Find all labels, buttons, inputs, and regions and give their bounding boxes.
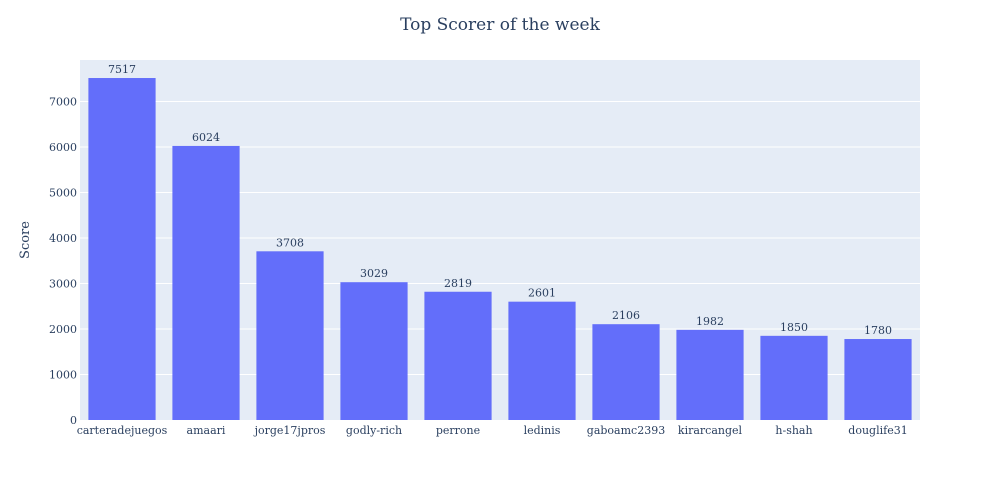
bar-data-labels: 7517 6024 3708 3029 2819 2601 2106 1982 1850 1780 (108, 63, 892, 337)
x-tick-label: ledinis (524, 424, 561, 437)
bar-data-label: 2106 (612, 309, 640, 322)
bar-gaboamc2393 (592, 324, 660, 420)
bars (88, 78, 912, 421)
y-tick-label: 0 (70, 414, 77, 427)
y-tick-label: 3000 (49, 278, 77, 291)
x-tick-label: h-shah (775, 424, 812, 437)
bar-data-label: 3708 (276, 236, 304, 249)
y-tick-label: 1000 (49, 369, 77, 382)
bar-godly-rich (340, 282, 408, 420)
bar-ledinis (508, 301, 576, 420)
bar-kirarcangel (676, 329, 744, 420)
bar-perrone (424, 291, 492, 420)
y-tick-label: 4000 (49, 232, 77, 245)
bar-data-label: 7517 (108, 63, 136, 76)
x-tick-label: douglife31 (848, 424, 907, 437)
x-tick-label: godly-rich (346, 424, 402, 437)
x-tick-label: perrone (436, 424, 480, 437)
y-axis-title: Score (18, 221, 33, 259)
bar-amaari (172, 145, 240, 421)
bar-jorge17jpros (256, 251, 324, 420)
x-tick-label: carteradejuegos (77, 424, 168, 437)
y-tick-label: 7000 (49, 96, 77, 109)
bar-data-label: 1780 (864, 324, 892, 337)
x-axis-ticks: carteradejuegos amaari jorge17jpros godly-r… (77, 424, 908, 437)
bar-h-shah (760, 335, 828, 420)
y-tick-label: 6000 (49, 141, 77, 154)
x-tick-label: amaari (187, 424, 226, 437)
x-tick-label: kirarcangel (678, 424, 743, 437)
bar-data-label: 2601 (528, 287, 556, 300)
bar-data-label: 2819 (444, 277, 472, 290)
bar-carteradejuegos (88, 78, 156, 420)
bar-data-label: 6024 (192, 131, 220, 144)
y-tick-label: 5000 (49, 187, 77, 200)
bar-data-label: 3029 (360, 267, 388, 280)
bar-douglife31 (844, 339, 912, 420)
chart-title: Top Scorer of the week (400, 15, 601, 35)
x-tick-label: gaboamc2393 (587, 424, 665, 437)
bar-data-label: 1982 (696, 315, 724, 328)
y-tick-label: 2000 (49, 323, 77, 336)
y-axis-ticks: 0 1000 2000 3000 4000 5000 6000 7000 (49, 96, 77, 427)
x-tick-label: jorge17jpros (253, 424, 326, 437)
bar-data-label: 1850 (780, 321, 808, 334)
